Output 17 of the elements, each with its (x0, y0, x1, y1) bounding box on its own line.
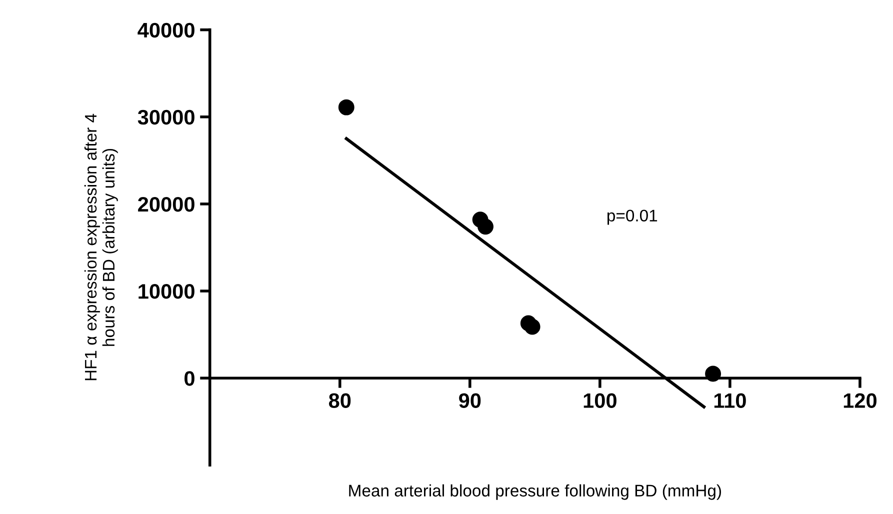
x-tick-label: 90 (459, 393, 481, 408)
y-tick-label: 0 (184, 371, 194, 386)
x-tick-label: 120 (844, 393, 876, 408)
annotation: p=0.01 (607, 210, 658, 225)
y-tick-label: 30000 (138, 110, 194, 125)
y-tick-label: 20000 (138, 196, 194, 212)
point (524, 318, 540, 335)
y-tick-label: 10000 (138, 284, 194, 299)
point (705, 366, 722, 382)
x-tick-label: 110 (714, 393, 746, 408)
point (338, 99, 354, 116)
point (478, 218, 494, 235)
y-axis-title: HF1 α expression expression after 4 hours of BD (arbitary units) (84, 114, 118, 380)
x-tick-label: 100 (584, 393, 616, 408)
y-tick-label: 40000 (138, 22, 194, 38)
x-tick-label: 80 (328, 393, 351, 408)
x-axis-title: Mean arterial blood pressure following BD (mmHg) (349, 484, 721, 500)
